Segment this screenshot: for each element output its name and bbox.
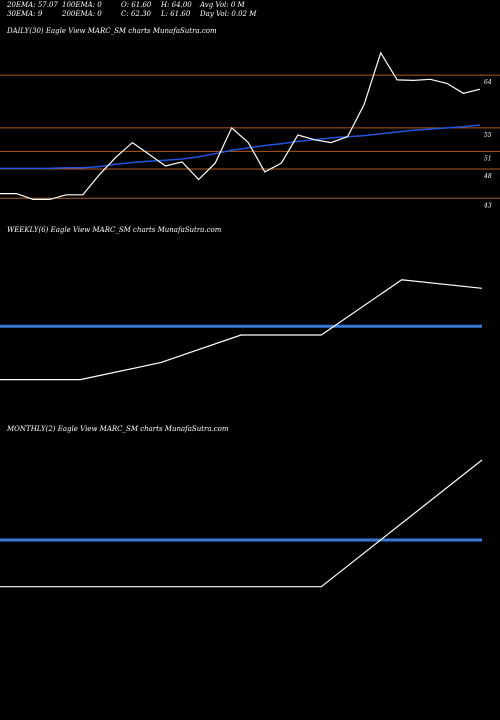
price-level-label: 48 xyxy=(483,173,492,180)
price-level-label: 55 xyxy=(484,132,492,139)
daily-price-line xyxy=(0,51,481,200)
ema200-value: 200EMA: 0 xyxy=(62,10,102,18)
close-value: C: 62.30 xyxy=(121,10,151,18)
price-level-label: 64 xyxy=(484,79,492,86)
day-volume-value: Day Vol: 0.02 M xyxy=(200,10,257,18)
ema100-value: 100EMA: 0 xyxy=(62,1,102,9)
daily-ema-line xyxy=(0,124,481,170)
monthly-chart-title: MONTHLY(2) Eagle View MARC_SM charts Mun… xyxy=(7,425,229,433)
price-level-label: 43 xyxy=(483,202,492,209)
avg-volume-value: Avg Vol: 0 M xyxy=(200,1,245,9)
ema20-value: 20EMA: 57.07 xyxy=(7,1,58,9)
high-value: H: 64.00 xyxy=(161,1,192,9)
ema30-value: 30EMA: 9 xyxy=(7,10,43,18)
monthly-price-line xyxy=(0,459,483,588)
indicator-stats: 20EMA: 57.07 30EMA: 9 100EMA: 0 200EMA: … xyxy=(0,0,500,24)
daily-chart-title: DAILY(30) Eagle View MARC_SM charts Muna… xyxy=(7,27,217,35)
low-value: L: 61.60 xyxy=(161,10,191,18)
weekly-price-line xyxy=(0,279,483,381)
price-level-label: 51 xyxy=(484,155,492,162)
open-value: O: 61.60 xyxy=(121,1,152,9)
weekly-chart-title: WEEKLY(6) Eagle View MARC_SM charts Muna… xyxy=(7,226,222,234)
